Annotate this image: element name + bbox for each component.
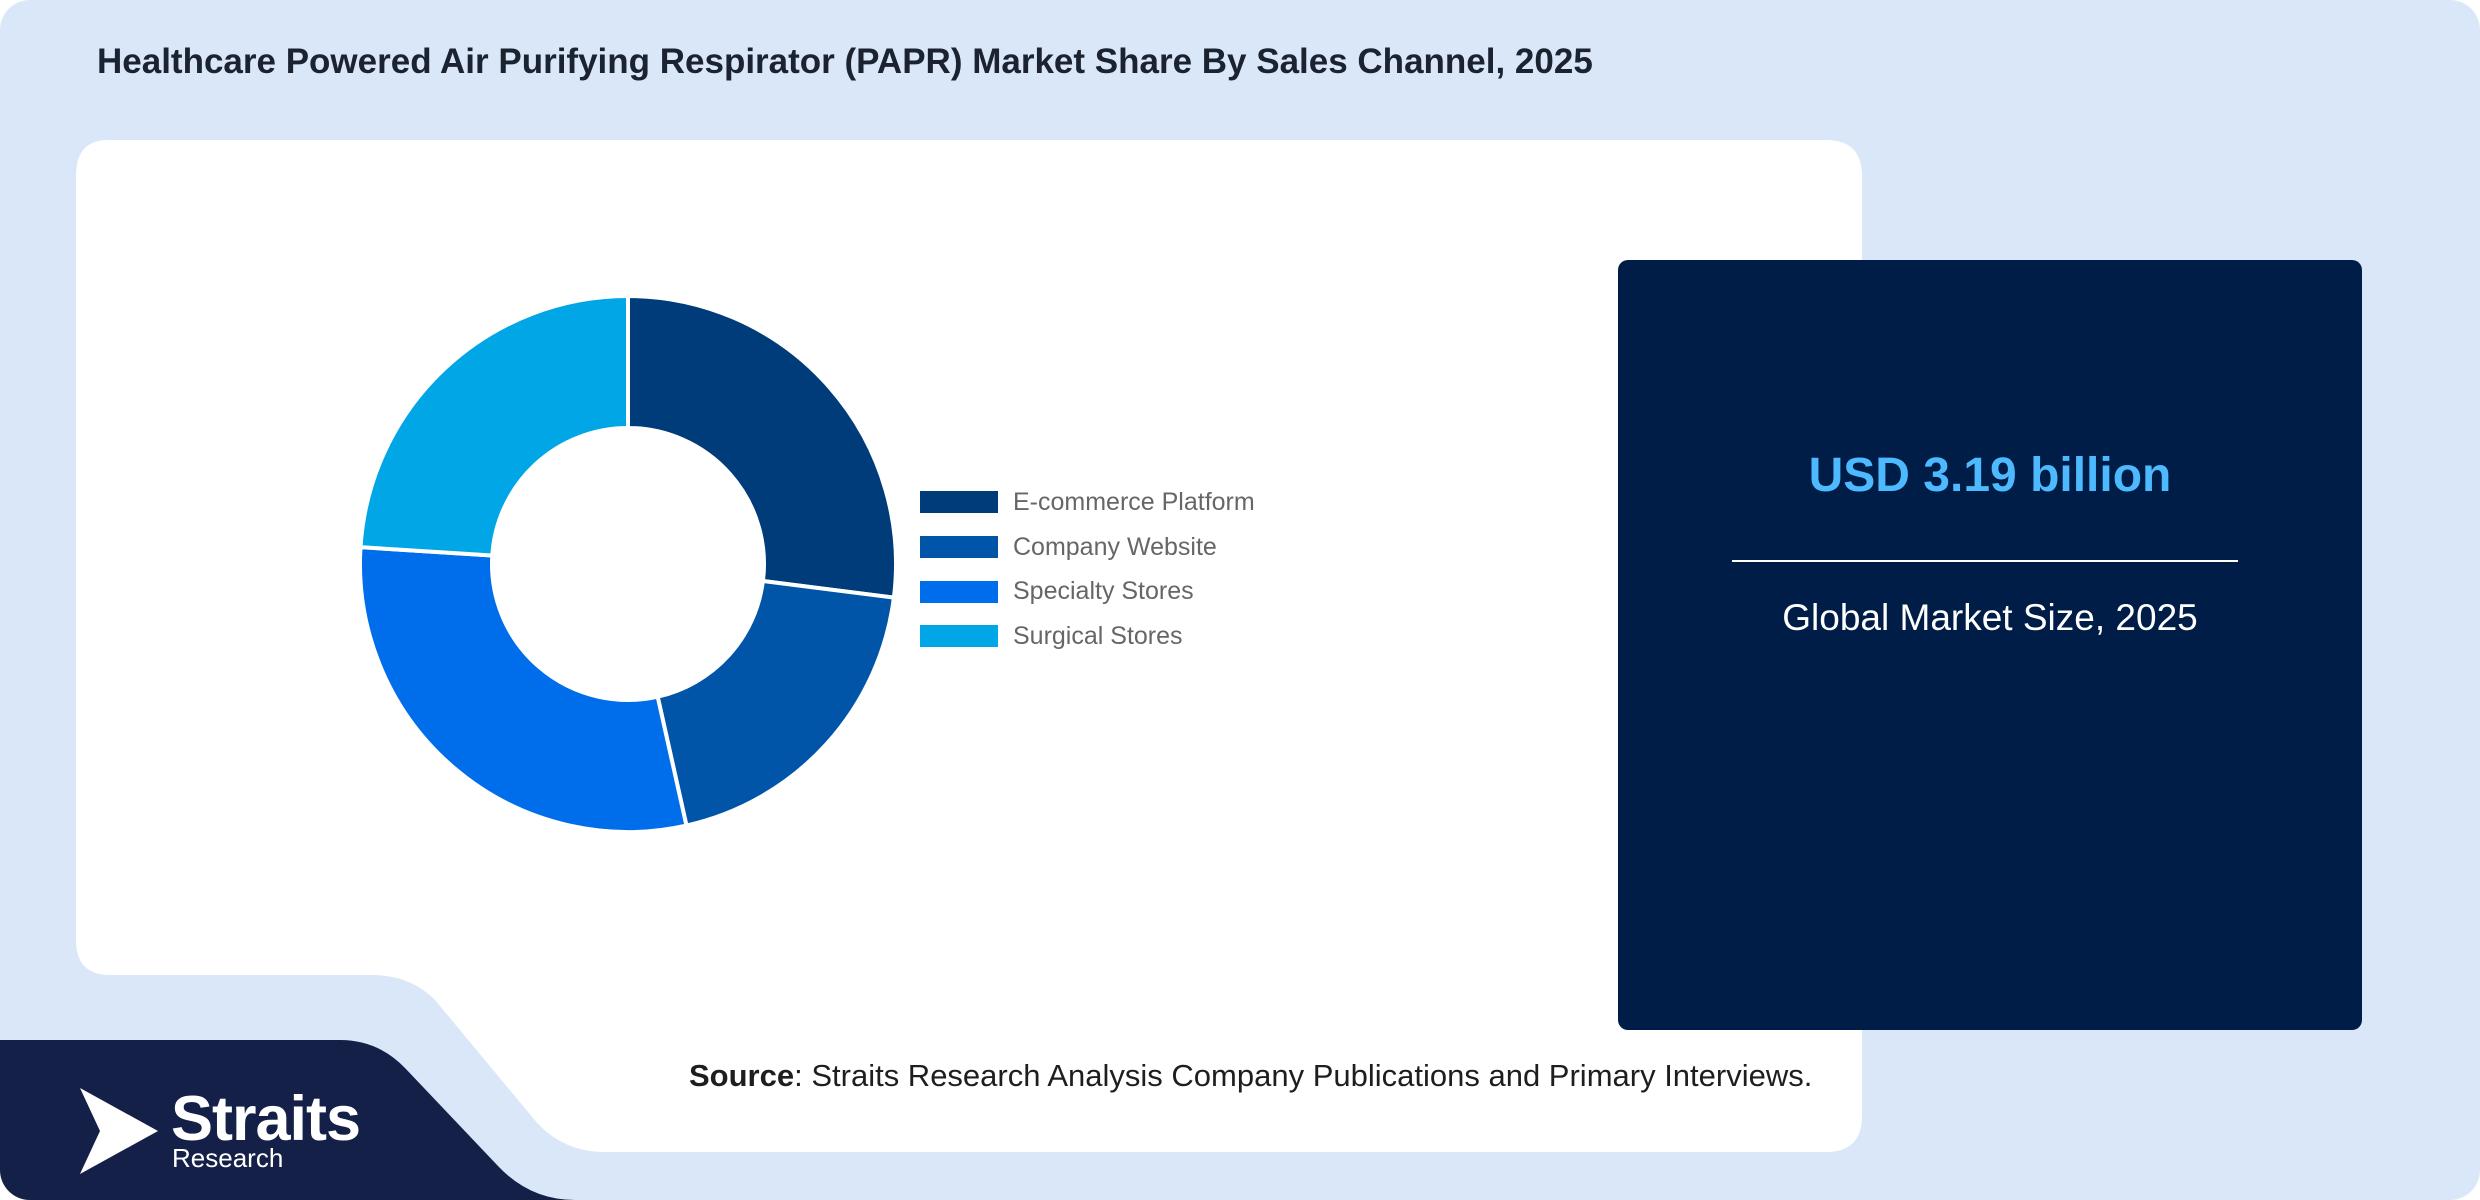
source-text: : Straits Research Analysis Company Publ… <box>794 1058 1813 1093</box>
market-size-value: USD 3.19 billion <box>1808 449 2172 502</box>
divider <box>1732 560 2238 562</box>
legend-item: Surgical Stores <box>920 614 1255 659</box>
donut-slice-surgical-stores <box>358 293 630 558</box>
legend-item: Specialty Stores <box>920 569 1255 614</box>
legend-label: Specialty Stores <box>1013 577 1194 606</box>
brand-band <box>0 1040 2480 1200</box>
legend-label: E-commerce Platform <box>1013 487 1255 516</box>
market-size-panel: USD 3.19 billion Global Market Size, 202… <box>1618 260 2362 1030</box>
market-size-label: Global Market Size, 2025 <box>1782 597 2198 638</box>
legend-item: Company Website <box>920 525 1255 570</box>
donut-slice-specialty-stores <box>358 545 689 834</box>
donut-slice-company-website <box>655 578 897 828</box>
legend-swatch <box>920 580 998 603</box>
brand-logo <box>0 1040 560 1200</box>
page-title: Healthcare Powered Air Purifying Respira… <box>97 42 1593 81</box>
legend-swatch <box>920 625 998 648</box>
legend-swatch <box>920 491 998 514</box>
legend-label: Company Website <box>1013 532 1217 561</box>
brand-name: Straits <box>171 1084 361 1154</box>
donut-slice-e-commerce-platform <box>626 293 898 600</box>
source-prefix: Source <box>689 1058 795 1093</box>
legend-label: Surgical Stores <box>1013 621 1183 650</box>
straits-logo-icon <box>80 1088 158 1174</box>
legend-swatch <box>920 536 998 559</box>
chart-legend: E-commerce Platform Company Website Specia… <box>920 480 1255 659</box>
donut-chart <box>358 293 898 834</box>
source-note: Source: Straits Research Analysis Compan… <box>689 1058 1812 1094</box>
legend-item: E-commerce Platform <box>920 480 1255 525</box>
brand-subtitle: Research <box>172 1143 284 1173</box>
